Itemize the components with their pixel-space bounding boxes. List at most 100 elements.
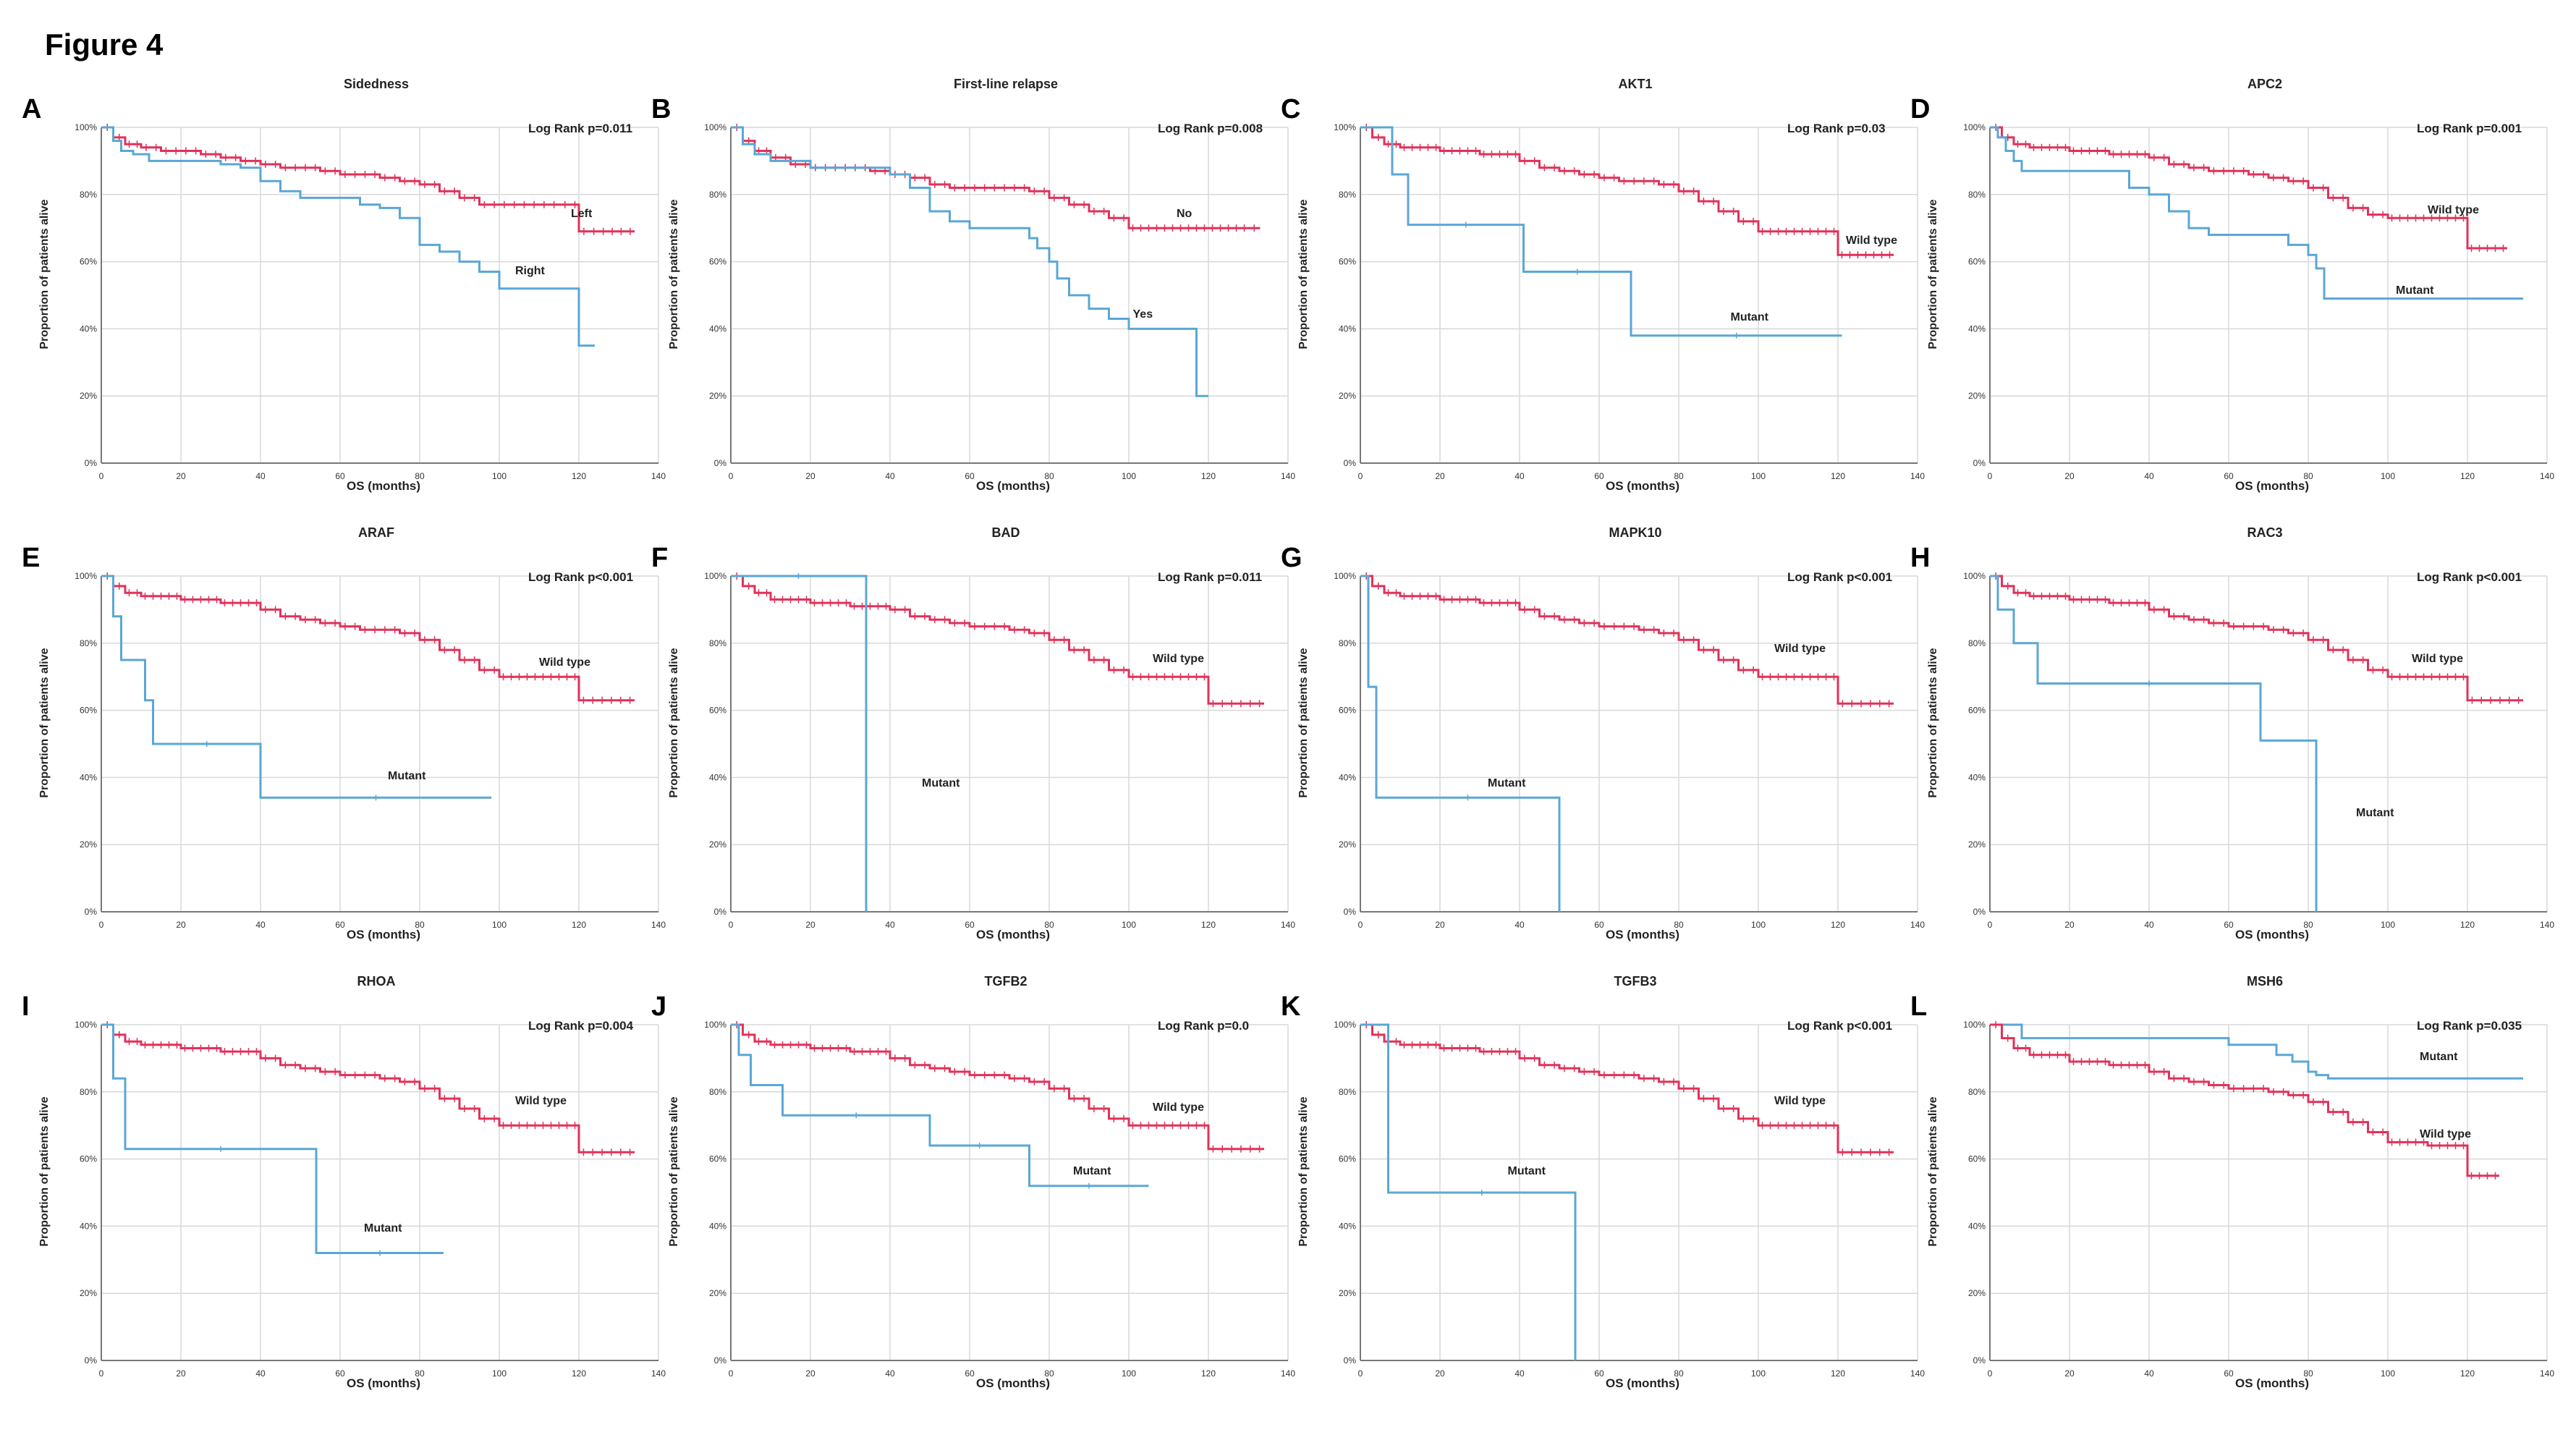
y-axis-label: Proportion of patients alive	[38, 1096, 51, 1247]
x-tick-label: 20	[1435, 471, 1445, 481]
y-tick-label: 100%	[1963, 122, 1986, 132]
x-tick-label: 140	[1281, 920, 1295, 930]
panel-letter: F	[651, 543, 669, 573]
y-axis-label: Proportion of patients alive	[668, 1096, 680, 1247]
y-axis-label: Proportion of patients alive	[1297, 199, 1310, 350]
x-tick-label: 100	[2381, 920, 2395, 930]
x-tick-label: 80	[415, 471, 425, 481]
x-tick-label: 0	[99, 471, 104, 481]
km-plot: 0 20 40 60 80 100 120 140 0% 20% 40% 60% 80% 100%	[75, 122, 666, 481]
x-tick-label: 60	[1594, 920, 1604, 930]
panel-title: First-line relapse	[953, 77, 1059, 91]
x-tick-label: 140	[2540, 471, 2554, 481]
x-tick-label: 0	[729, 471, 734, 481]
log-rank-pvalue: Log Rank p=0.004	[528, 1019, 634, 1033]
x-axis-label: OS (months)	[2235, 928, 2309, 941]
x-tick-label: 20	[2064, 471, 2075, 481]
y-tick-label: 40%	[80, 1221, 97, 1231]
km-panel-b: 0 20 40 60 80 100 120 140 0% 20% 40% 60% 80% 100% B Fir…	[651, 29, 1295, 499]
y-tick-label: 20%	[709, 391, 726, 401]
x-tick-label: 40	[1514, 471, 1525, 481]
y-tick-label: 20%	[709, 839, 726, 850]
km-plot: 0 20 40 60 80 100 120 140 0% 20% 40% 60% 80% 100%	[1963, 571, 2554, 930]
x-tick-label: 100	[1751, 1368, 1766, 1379]
x-tick-label: 80	[1044, 471, 1054, 481]
x-tick-label: 140	[651, 1368, 666, 1379]
panel-letter: C	[1281, 94, 1301, 124]
km-plot: 0 20 40 60 80 100 120 140 0% 20% 40% 60% 80% 100%	[75, 1020, 666, 1379]
x-tick-label: 80	[1044, 1368, 1054, 1379]
x-tick-label: 20	[805, 471, 815, 481]
panel-title: TGFB2	[984, 974, 1028, 989]
x-axis-label: OS (months)	[347, 479, 420, 493]
y-tick-label: 60%	[709, 706, 726, 716]
y-tick-label: 20%	[1968, 1288, 1986, 1298]
series-label: Wild type	[539, 656, 590, 669]
x-tick-label: 60	[335, 920, 345, 930]
panel-letter: A	[22, 94, 42, 124]
y-axis-label: Proportion of patients alive	[1927, 648, 1939, 798]
panel-letter: G	[1281, 543, 1302, 573]
y-tick-label: 60%	[80, 257, 97, 267]
x-axis-label: OS (months)	[1606, 928, 1679, 941]
series-label: Mutant	[2356, 807, 2394, 820]
x-tick-label: 40	[885, 471, 895, 481]
km-panel-e: 0 20 40 60 80 100 120 140 0% 20% 40% 60% 80% 100% E ARA…	[22, 478, 666, 948]
x-tick-label: 60	[965, 920, 975, 930]
x-tick-label: 100	[1751, 471, 1766, 481]
series-label: Mutant	[364, 1222, 402, 1235]
x-axis-label: OS (months)	[976, 479, 1050, 493]
x-tick-label: 120	[572, 1368, 586, 1379]
x-tick-label: 100	[2381, 1368, 2395, 1379]
series-label: Wild type	[1153, 1101, 1204, 1114]
x-tick-label: 40	[255, 1368, 266, 1379]
x-tick-label: 60	[335, 1368, 345, 1379]
y-tick-label: 0%	[1973, 458, 1986, 468]
x-axis-label: OS (months)	[2235, 479, 2309, 493]
y-tick-label: 0%	[1344, 907, 1357, 917]
panel-letter: H	[1910, 543, 1931, 573]
panel-letter: L	[1910, 991, 1928, 1022]
series-label: No	[1177, 207, 1192, 220]
y-tick-label: 40%	[1339, 1221, 1356, 1231]
survival-curve-mutant	[731, 1023, 1149, 1188]
km-plot: 0 20 40 60 80 100 120 140 0% 20% 40% 60% 80% 100%	[704, 122, 1295, 481]
series-label: Mutant	[1507, 1165, 1546, 1178]
y-tick-label: 100%	[75, 571, 97, 581]
series-label: Wild type	[1846, 234, 1897, 247]
y-tick-label: 0%	[85, 1355, 98, 1366]
panel-letter: E	[22, 543, 41, 573]
survival-curve-wild	[1990, 1023, 2499, 1177]
y-tick-label: 60%	[1339, 257, 1356, 267]
panel-title: RHOA	[357, 974, 396, 989]
panel-title: TGFB3	[1614, 974, 1657, 989]
y-tick-label: 60%	[1968, 1154, 1986, 1164]
panel-title: MSH6	[2246, 974, 2283, 989]
log-rank-pvalue: Log Rank p<0.001	[528, 570, 634, 584]
x-tick-label: 40	[885, 1368, 895, 1379]
series-label: Wild type	[2420, 1128, 2471, 1141]
series-label: Wild type	[1774, 643, 1826, 656]
log-rank-pvalue: Log Rank p=0.035	[2417, 1019, 2522, 1033]
x-tick-label: 60	[2224, 920, 2234, 930]
y-tick-label: 60%	[709, 1154, 726, 1164]
y-tick-label: 20%	[709, 1288, 726, 1298]
x-tick-label: 100	[492, 920, 507, 930]
y-tick-label: 100%	[75, 122, 97, 132]
series-label: Left	[571, 207, 593, 220]
panel-title: Sidedness	[343, 77, 410, 91]
x-tick-label: 20	[805, 1368, 815, 1379]
x-tick-label: 40	[255, 471, 266, 481]
survival-curve-wild	[1360, 126, 1894, 256]
y-tick-label: 60%	[1968, 706, 1986, 716]
x-tick-label: 80	[415, 920, 425, 930]
x-tick-label: 100	[1122, 1368, 1136, 1379]
x-axis-label: OS (months)	[976, 928, 1050, 941]
survival-curve-wild	[101, 126, 635, 233]
y-tick-label: 100%	[1334, 1020, 1356, 1030]
panel-title: APC2	[2247, 77, 2282, 91]
y-tick-label: 80%	[80, 190, 97, 200]
x-tick-label: 120	[2460, 920, 2475, 930]
survival-curve-mutant	[101, 575, 491, 799]
x-tick-label: 100	[492, 1368, 507, 1379]
